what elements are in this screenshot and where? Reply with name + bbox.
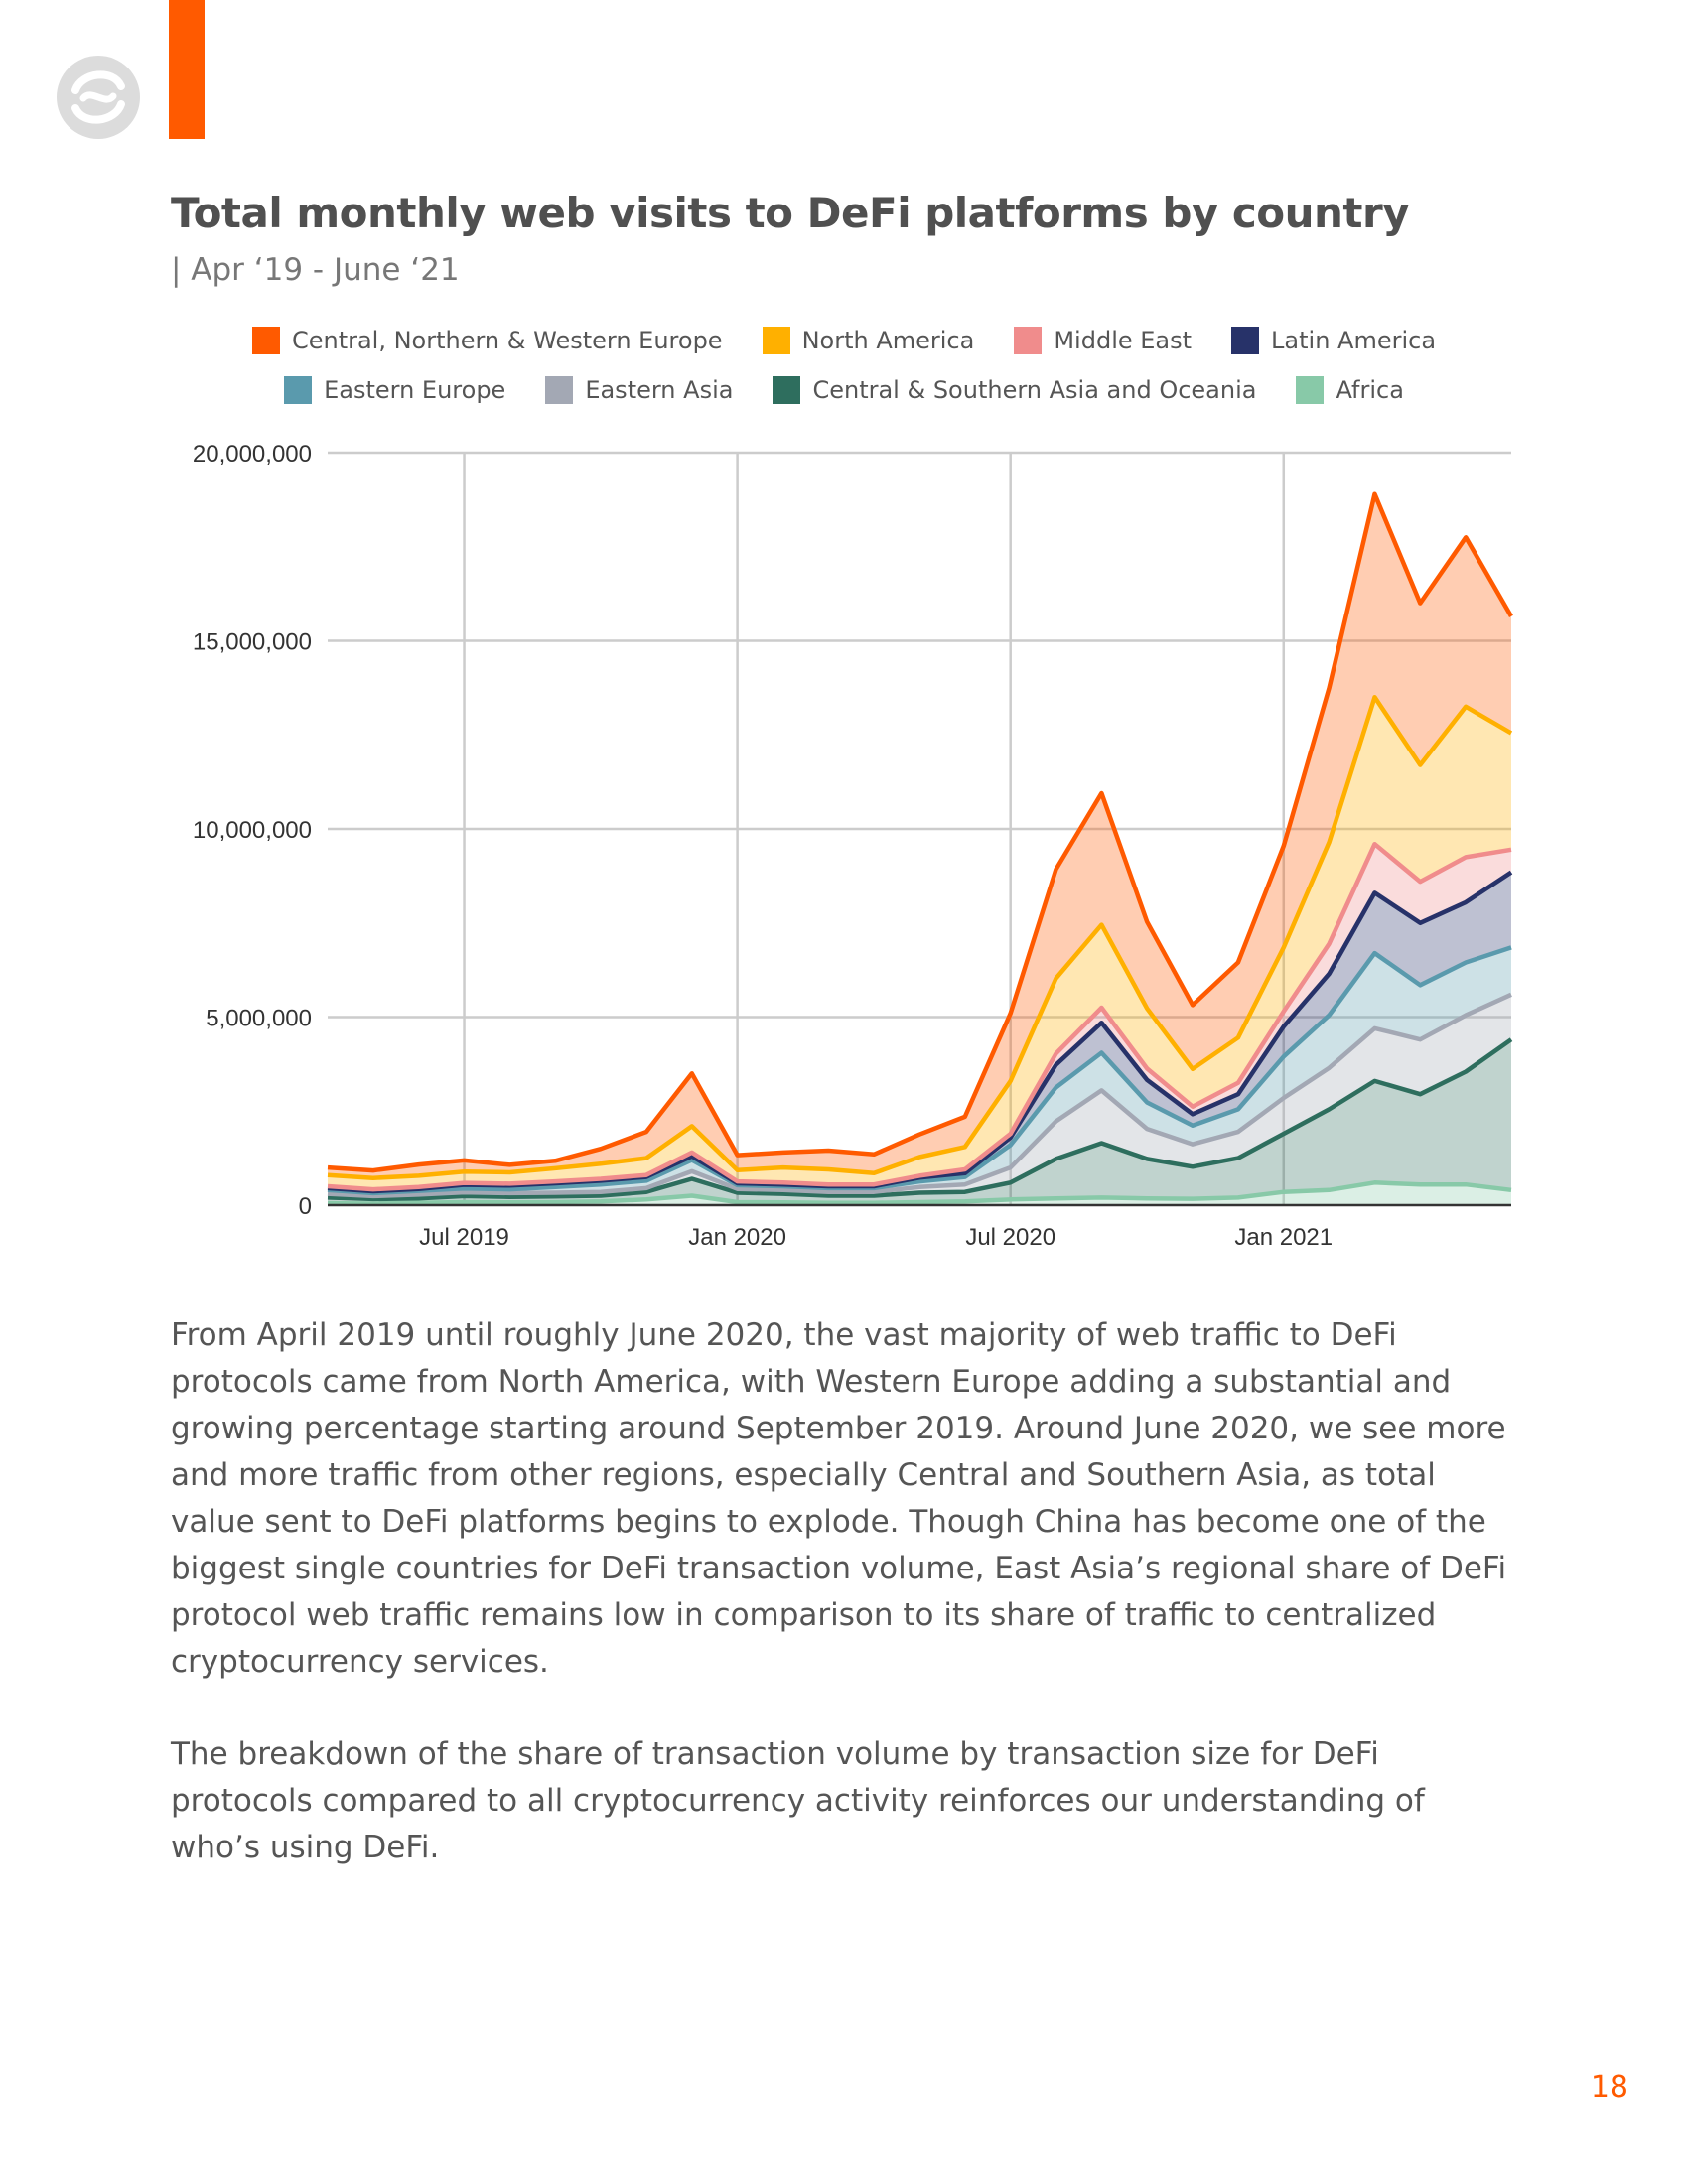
legend-item-eastern-europe: Eastern Europe <box>284 376 505 404</box>
accent-bar <box>169 0 205 139</box>
line-north-america <box>327 695 1513 1180</box>
legend-swatch <box>762 327 790 354</box>
chart-subtitle: | Apr ‘19 - June ‘21 <box>171 252 460 288</box>
area-eastern-asia <box>328 994 1511 1199</box>
legend-swatch <box>1296 376 1325 404</box>
legend-label: Latin America <box>1271 327 1437 354</box>
stacked-area-chart: 0 5,000,000 10,000,000 15,000,000 20,000,000… <box>193 441 1513 1251</box>
body-paragraph: The breakdown of the share of transactio… <box>171 1736 1425 1865</box>
legend-item-africa: Africa <box>1296 376 1404 404</box>
legend-swatch <box>251 327 280 354</box>
area-latin-america <box>328 872 1511 1193</box>
line-eastern-europe <box>327 945 1512 1196</box>
legend-row: Central, Northern & Western Europe North… <box>0 322 1688 359</box>
area-eastern-europe <box>328 947 1511 1196</box>
legend-item-latin-america: Latin America <box>1231 327 1436 354</box>
line-central-northern-western-europe <box>327 491 1513 1173</box>
body-paragraph: From April 2019 until roughly June 2020,… <box>171 1317 1507 1680</box>
legend-item-north-america: North America <box>762 327 975 354</box>
x-tick-label: Jan 2021 <box>1234 1224 1333 1251</box>
page-number: 18 <box>1590 2070 1628 2105</box>
legend-item-eastern-asia: Eastern Asia <box>545 376 733 404</box>
line-central-southern-asia-and-oceania <box>327 1037 1513 1202</box>
legend-swatch <box>545 376 574 404</box>
x-tick-label: Jul 2020 <box>965 1224 1055 1251</box>
x-tick-label: Jan 2020 <box>688 1224 786 1251</box>
legend-item-central-northern-western-europe: Central, Northern & Western Europe <box>251 327 723 354</box>
line-layer <box>327 491 1513 1206</box>
area-layer <box>328 493 1511 1205</box>
legend-swatch <box>1014 327 1043 354</box>
legend-swatch <box>1231 327 1260 354</box>
x-tick-label: Jul 2019 <box>419 1224 509 1251</box>
area-central-northern-western-europe <box>328 493 1511 1178</box>
legend-label: Central, Northern & Western Europe <box>291 327 723 354</box>
legend-label: Eastern Asia <box>585 376 734 404</box>
legend-row: Eastern Europe Eastern Asia Central & So… <box>0 371 1688 409</box>
line-eastern-asia <box>327 992 1512 1199</box>
legend-label: Africa <box>1336 376 1404 404</box>
grid-layer <box>328 451 1511 1205</box>
body-text: From April 2019 until roughly June 2020,… <box>171 1312 1521 1917</box>
legend-label: Central & Southern Asia and Oceania <box>812 376 1257 404</box>
y-tick-label: 10,000,000 <box>193 817 312 844</box>
legend-label: Eastern Europe <box>324 376 506 404</box>
chart-title: Total monthly web visits to DeFi platfor… <box>171 189 1410 237</box>
y-tick-label: 15,000,000 <box>193 629 312 656</box>
area-middle-east <box>328 844 1511 1191</box>
y-tick-label: 5,000,000 <box>206 1006 312 1032</box>
legend-item-middle-east: Middle East <box>1014 327 1192 354</box>
legend-item-central-southern-asia-oceania: Central & Southern Asia and Oceania <box>773 376 1256 404</box>
legend-label: North America <box>801 327 975 354</box>
line-middle-east <box>327 841 1512 1192</box>
axis-layer: 0 5,000,000 10,000,000 15,000,000 20,000,000… <box>193 441 1511 1251</box>
legend-swatch <box>284 376 313 404</box>
chainalysis-logo-icon <box>57 56 140 139</box>
legend-label: Middle East <box>1054 327 1193 354</box>
area-north-america <box>328 697 1511 1190</box>
chart-legend: Central, Northern & Western Europe North… <box>0 322 1688 421</box>
y-tick-label: 0 <box>299 1193 312 1220</box>
legend-swatch <box>773 376 801 404</box>
y-tick-label: 20,000,000 <box>193 441 312 468</box>
line-africa <box>327 1180 1512 1206</box>
